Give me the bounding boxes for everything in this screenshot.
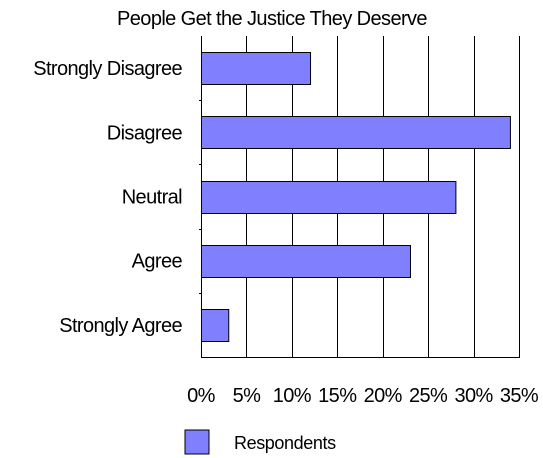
legend: Respondents: [184, 429, 336, 455]
legend-label: Respondents: [234, 433, 336, 453]
x-tick-label: 5%: [233, 385, 262, 407]
category-label: Strongly Disagree: [33, 58, 182, 80]
bar: [201, 181, 457, 214]
legend-swatch: [184, 429, 210, 455]
bars: [201, 52, 511, 342]
chart-title: People Get the Justice They Deserve: [117, 8, 427, 30]
x-tick-label: 10%: [273, 385, 312, 407]
x-tick-label: 35%: [500, 385, 539, 407]
x-tick-label: 0%: [187, 385, 216, 407]
bar: [201, 52, 312, 85]
bar: [201, 309, 230, 342]
bar: [201, 116, 511, 149]
x-tick-label: 30%: [454, 385, 493, 407]
labels: Strongly Disagree Disagree Neutral Agree Str…: [33, 58, 539, 407]
category-label: Neutral: [122, 187, 182, 209]
category-label: Disagree: [107, 122, 183, 144]
category-label: Strongly Agree: [59, 315, 182, 337]
axes: [199, 36, 520, 358]
x-tick-label: 20%: [364, 385, 403, 407]
bar: [201, 245, 411, 278]
category-label: Agree: [132, 251, 183, 273]
x-tick-label: 25%: [409, 385, 448, 407]
x-tick-label: 15%: [318, 385, 357, 407]
